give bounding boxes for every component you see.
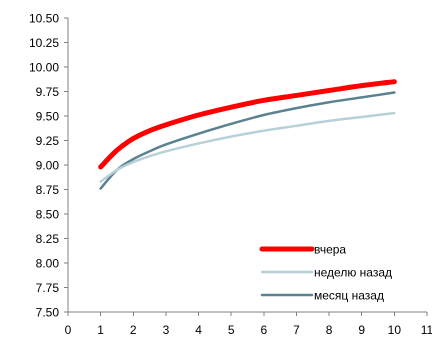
x-tick-label: 7 [293, 323, 300, 337]
x-axis: 0 1 2 3 4 5 6 7 8 9 10 11 [65, 311, 432, 337]
legend-label-3: месяц назад [314, 289, 384, 303]
y-tick-label: 10.25 [29, 36, 59, 50]
y-tick-label: 9.50 [36, 110, 60, 124]
series-line-2 [99, 111, 396, 183]
x-tick-label: 4 [195, 323, 202, 337]
x-tick-label: 8 [326, 323, 333, 337]
x-tick-label: 9 [358, 323, 365, 337]
legend: вчера неделю назад месяц назад [259, 243, 392, 303]
x-tick-label: 0 [65, 323, 72, 337]
y-tick-label: 7.75 [36, 281, 60, 295]
y-tick-label: 9.25 [36, 134, 60, 148]
series-line-3 [99, 91, 396, 190]
y-tick-label: 7.50 [36, 306, 60, 320]
x-tick-label: 11 [421, 323, 432, 337]
x-tick-label: 1 [97, 323, 104, 337]
y-tick-label: 8.00 [36, 257, 60, 271]
legend-label-1: вчера [314, 243, 346, 257]
x-tick-label: 2 [130, 323, 137, 337]
y-tick-label: 10.00 [29, 61, 59, 75]
x-tick-label: 3 [163, 323, 170, 337]
y-tick-label: 8.75 [36, 183, 60, 197]
series-line-1 [98, 79, 397, 170]
legend-label-2: неделю назад [314, 266, 392, 280]
y-tick-label: 8.50 [36, 208, 60, 222]
y-axis: 7.50 7.75 8.00 8.25 8.50 8.75 9.00 9.25 9.50 9.75… [29, 12, 69, 320]
y-tick-label: 9.00 [36, 159, 60, 173]
plot-lines [98, 79, 397, 190]
x-tick-label: 5 [228, 323, 235, 337]
x-tick-label: 6 [260, 323, 267, 337]
x-tick-label: 10 [388, 323, 402, 337]
y-tick-label: 9.75 [36, 85, 60, 99]
y-tick-label: 10.50 [29, 12, 59, 26]
y-tick-label: 8.25 [36, 232, 60, 246]
